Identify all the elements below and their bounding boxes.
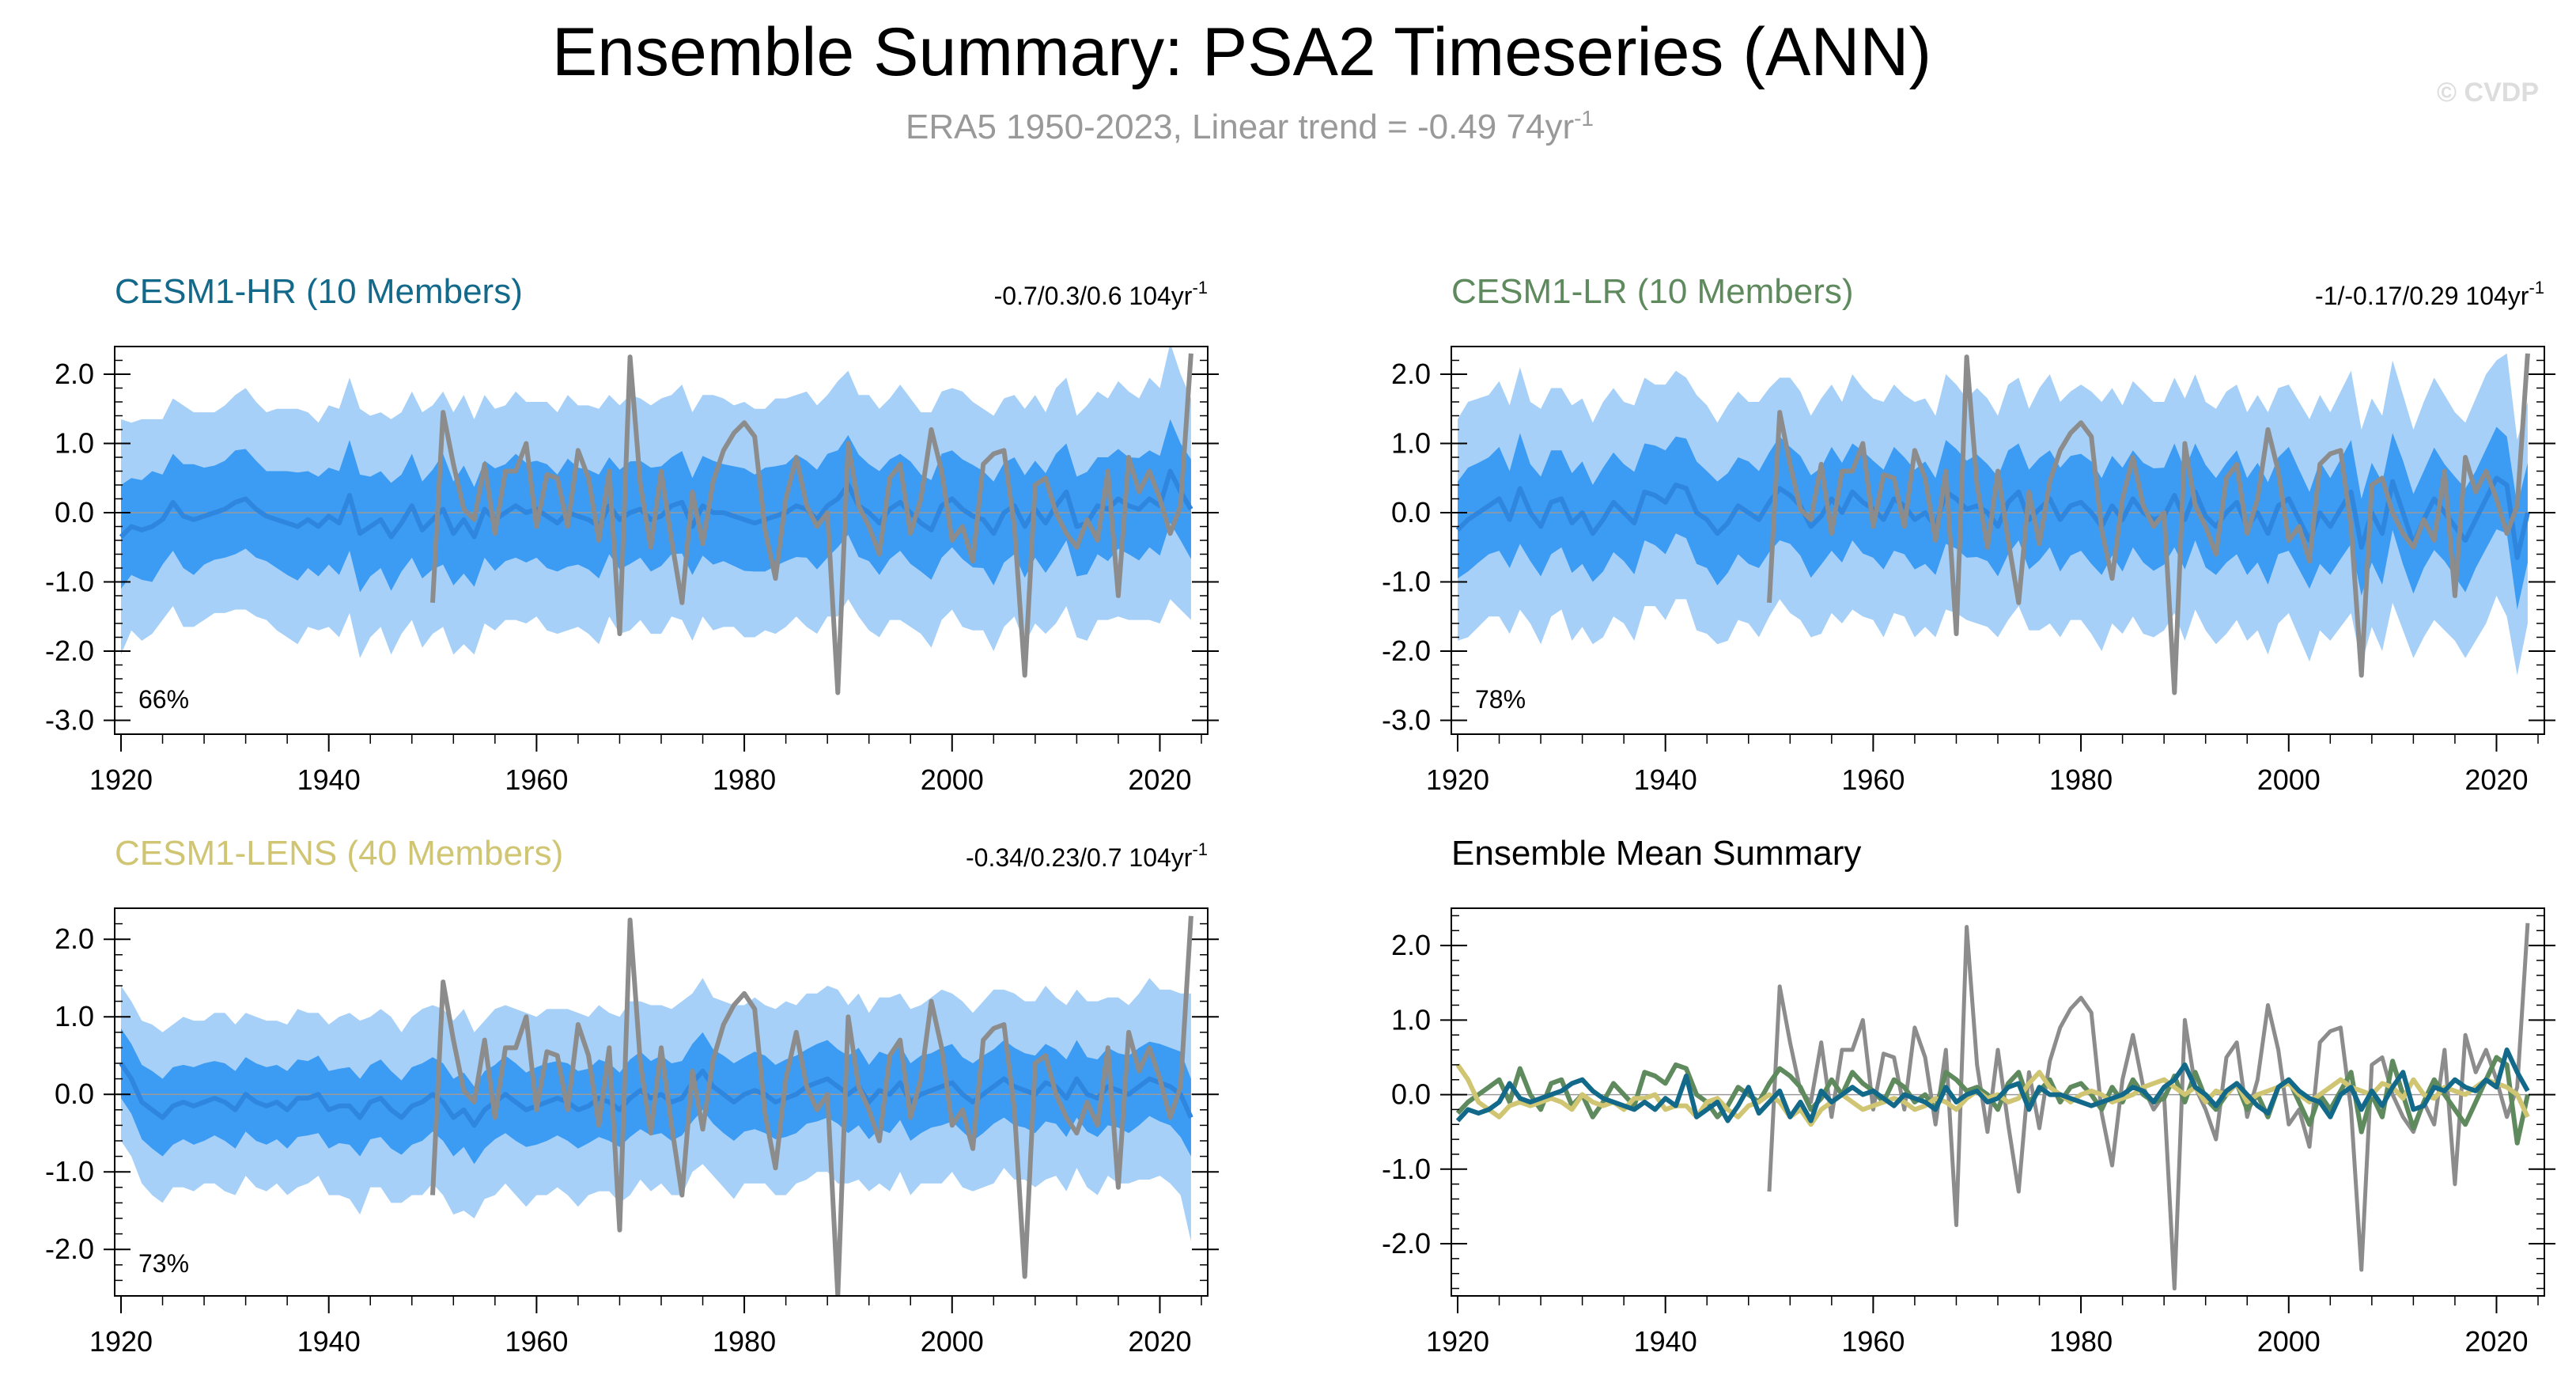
y-tick-label: -3.0 bbox=[1382, 704, 1431, 737]
percent-label-lr: 78% bbox=[1475, 685, 1526, 714]
x-tick-label: 2020 bbox=[2464, 763, 2528, 796]
plot-area-mean bbox=[1451, 922, 2544, 1291]
trend-sup-lens: -1 bbox=[1192, 839, 1208, 859]
x-tick-label: 1920 bbox=[89, 763, 153, 796]
y-tick-label: 2.0 bbox=[55, 358, 94, 390]
percent-label-lens: 73% bbox=[138, 1249, 189, 1278]
y-tick-label: -2.0 bbox=[1382, 1227, 1431, 1260]
trend-label-lens: -0.34/0.23/0.7 104yr-1 bbox=[966, 839, 1208, 872]
x-tick-label: 1960 bbox=[505, 763, 568, 796]
panels: CESM1-HR (10 Members) -0.7/0.3/0.6 104yr-… bbox=[45, 272, 2555, 1358]
panel-lr: CESM1-LR (10 Members) -1/-0.17/0.29 104yr… bbox=[1382, 272, 2555, 796]
y-tick-label: -1.0 bbox=[45, 1155, 94, 1188]
trend-label-hr: -0.7/0.3/0.6 104yr-1 bbox=[994, 278, 1208, 310]
y-tick-label: 0.0 bbox=[55, 1078, 94, 1110]
plot-area-lens bbox=[115, 915, 1208, 1296]
y-tick-label: 0.0 bbox=[1391, 1078, 1431, 1111]
x-tick-label: 2020 bbox=[1128, 763, 1191, 796]
x-tick-label: 1940 bbox=[1634, 1325, 1697, 1358]
x-tick-label: 1920 bbox=[89, 1325, 153, 1358]
y-tick-label: -1.0 bbox=[1382, 1153, 1431, 1185]
trend-value-lens: -0.34/0.23/0.7 104yr bbox=[966, 843, 1193, 872]
x-tick-label: 1980 bbox=[2049, 763, 2113, 796]
x-tick-label: 1940 bbox=[297, 1325, 361, 1358]
obs-line-lr bbox=[1767, 353, 2530, 695]
x-tick-label: 2000 bbox=[2257, 1325, 2321, 1358]
percent-label-hr: 66% bbox=[138, 685, 189, 714]
y-tick-label: -2.0 bbox=[45, 634, 94, 667]
x-tick-label: 2000 bbox=[921, 1325, 984, 1358]
y-tick-label: 2.0 bbox=[1391, 929, 1431, 961]
x-tick-label: 1920 bbox=[1426, 1325, 1489, 1358]
figure-subtitle: ERA5 1950-2023, Linear trend = -0.49 74y… bbox=[906, 106, 1594, 146]
y-tick-label: -1.0 bbox=[45, 566, 94, 598]
trend-label-lr: -1/-0.17/0.29 104yr-1 bbox=[2315, 278, 2544, 310]
panel-hr: CESM1-HR (10 Members) -0.7/0.3/0.6 104yr-… bbox=[45, 272, 1219, 796]
x-tick-label: 2020 bbox=[2464, 1325, 2528, 1358]
plot-area-lr bbox=[1451, 353, 2544, 695]
x-tick-label: 1940 bbox=[1634, 763, 1697, 796]
trend-value-lr: -1/-0.17/0.29 104yr bbox=[2315, 282, 2529, 310]
x-tick-label: 1960 bbox=[1841, 1325, 1905, 1358]
subtitle-sup: -1 bbox=[1574, 106, 1594, 131]
x-tick-label: 1980 bbox=[713, 1325, 776, 1358]
plot-area-hr bbox=[115, 347, 1208, 695]
panel-title-hr: CESM1-HR (10 Members) bbox=[115, 272, 523, 311]
x-tick-label: 1920 bbox=[1426, 763, 1489, 796]
y-tick-label: 1.0 bbox=[1391, 1003, 1431, 1036]
y-tick-label: 2.0 bbox=[55, 922, 94, 955]
summary-line-hr bbox=[1455, 1047, 2530, 1123]
panel-title-lr: CESM1-LR (10 Members) bbox=[1451, 272, 1854, 311]
y-tick-label: 2.0 bbox=[1391, 358, 1431, 390]
x-tick-label: 1980 bbox=[713, 763, 776, 796]
x-tick-label: 1940 bbox=[297, 763, 361, 796]
panel-lens: CESM1-LENS (40 Members) -0.34/0.23/0.7 10… bbox=[45, 834, 1219, 1358]
y-tick-label: 1.0 bbox=[55, 427, 94, 460]
x-tick-label: 1980 bbox=[2049, 1325, 2113, 1358]
y-tick-label: 0.0 bbox=[1391, 496, 1431, 528]
obs-line-hr bbox=[430, 353, 1193, 695]
y-tick-label: 1.0 bbox=[55, 1000, 94, 1032]
x-tick-label: 2020 bbox=[1128, 1325, 1191, 1358]
subtitle-text: ERA5 1950-2023, Linear trend = -0.49 74y… bbox=[906, 108, 1574, 146]
x-tick-label: 1960 bbox=[505, 1325, 568, 1358]
trend-sup-lr: -1 bbox=[2529, 278, 2544, 297]
trend-value-hr: -0.7/0.3/0.6 104yr bbox=[994, 282, 1193, 310]
y-tick-label: -2.0 bbox=[1382, 634, 1431, 667]
figure-title: Ensemble Summary: PSA2 Timeseries (ANN) bbox=[552, 14, 1931, 90]
panel-title-lens: CESM1-LENS (40 Members) bbox=[115, 834, 563, 873]
x-tick-label: 2000 bbox=[921, 763, 984, 796]
y-tick-label: -1.0 bbox=[1382, 566, 1431, 598]
y-tick-label: 0.0 bbox=[55, 496, 94, 528]
watermark: © CVDP bbox=[2437, 78, 2539, 108]
obs-line-lens bbox=[430, 915, 1193, 1296]
x-tick-label: 2000 bbox=[2257, 763, 2321, 796]
y-tick-label: 1.0 bbox=[1391, 427, 1431, 460]
trend-sup-hr: -1 bbox=[1192, 278, 1208, 297]
panel-title-mean: Ensemble Mean Summary bbox=[1451, 834, 1861, 873]
panel-mean: Ensemble Mean Summary 2.0 1.0 0.0 -1.0 -2.0 19… bbox=[1382, 834, 2555, 1358]
x-tick-label: 1960 bbox=[1841, 763, 1905, 796]
y-tick-label: -3.0 bbox=[45, 704, 94, 737]
y-tick-label: -2.0 bbox=[45, 1233, 94, 1265]
